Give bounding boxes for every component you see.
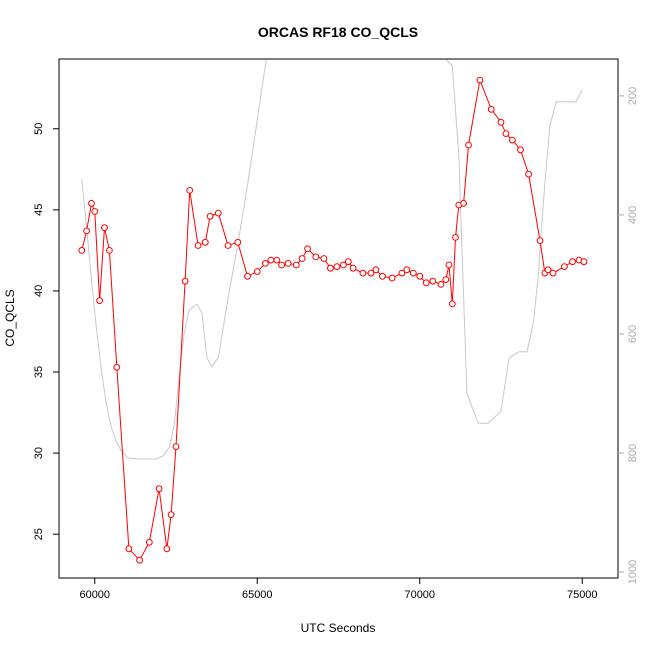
data-point — [561, 263, 568, 271]
data-point — [327, 264, 334, 272]
y-tick-label: 30 — [33, 447, 45, 459]
data-point — [278, 261, 286, 269]
data-point — [155, 485, 163, 493]
data-point — [145, 538, 153, 546]
y-tick-label: 35 — [33, 366, 45, 378]
data-point — [298, 255, 306, 262]
data-point — [214, 209, 222, 217]
data-point — [569, 258, 576, 266]
plot-frame — [58, 58, 619, 579]
data-point — [224, 242, 232, 249]
data-point — [181, 277, 189, 285]
data-point — [359, 269, 367, 277]
data-point — [476, 76, 484, 84]
data-point — [379, 272, 386, 280]
data-point — [340, 261, 347, 269]
data-point — [437, 281, 445, 288]
data-point — [244, 272, 251, 280]
series-line-right-axis — [81, 59, 583, 460]
data-point — [487, 105, 495, 113]
data-point — [136, 556, 144, 564]
x-axis-label: UTC Seconds — [301, 621, 376, 635]
data-point — [304, 245, 312, 253]
data-point — [194, 242, 202, 249]
data-point — [465, 141, 472, 149]
data-point — [125, 545, 133, 553]
data-point — [83, 227, 90, 235]
data-point — [349, 264, 357, 272]
data-point — [292, 261, 300, 269]
data-point — [497, 118, 505, 126]
x-tick-label: 70000 — [404, 589, 435, 601]
data-point — [398, 269, 406, 277]
data-point — [502, 130, 510, 138]
data-point — [206, 212, 214, 220]
data-point — [163, 545, 171, 553]
data-point — [442, 276, 450, 284]
y-tick-label: 45 — [33, 204, 45, 216]
data-point — [234, 238, 242, 246]
data-point — [91, 208, 99, 215]
y2-tick-label: 600 — [627, 325, 639, 343]
data-point — [580, 258, 588, 266]
data-point — [372, 266, 380, 274]
data-point — [460, 199, 468, 207]
data-point — [106, 247, 113, 254]
data-point — [549, 269, 557, 277]
data-point — [445, 261, 453, 269]
data-point — [333, 263, 341, 271]
data-point — [517, 146, 524, 154]
y2-tick-label: 800 — [627, 444, 639, 462]
plot-marks: 60000 65000 70000 75000 25 30 35 40 45 50 200 400 60… — [33, 58, 639, 601]
y-tick-label: 40 — [33, 285, 45, 297]
x-tick-label: 60000 — [79, 589, 110, 601]
data-point — [344, 258, 352, 266]
chart-title: ORCAS RF18 CO_QCLS — [258, 24, 418, 40]
data-point — [88, 199, 95, 207]
data-point — [78, 247, 86, 254]
x-tick-label: 75000 — [567, 589, 598, 601]
data-point — [201, 238, 209, 246]
data-point — [525, 170, 532, 178]
data-point — [536, 237, 544, 245]
data-point — [409, 269, 417, 277]
x-tick-label: 65000 — [242, 589, 273, 601]
data-point — [253, 268, 261, 275]
data-point — [267, 256, 275, 264]
data-point — [262, 260, 269, 267]
data-point — [273, 256, 281, 264]
data-point — [448, 300, 456, 308]
data-point — [403, 266, 411, 274]
data-point — [186, 187, 194, 194]
data-point — [367, 269, 375, 277]
y2-tick-label: 200 — [627, 87, 639, 105]
data-point — [544, 266, 552, 274]
data-point — [320, 255, 328, 262]
data-point — [113, 363, 121, 371]
data-point — [509, 136, 516, 144]
data-point — [422, 279, 430, 287]
y2-tick-label: 400 — [627, 206, 639, 224]
y-tick-label: 50 — [33, 123, 45, 135]
data-point — [284, 260, 292, 267]
y2-tick-label: 1000 — [627, 560, 639, 584]
data-point — [452, 234, 459, 241]
data-point — [312, 253, 320, 261]
data-point — [172, 443, 180, 451]
data-point — [167, 511, 175, 519]
data-point — [429, 277, 437, 285]
y-tick-label: 25 — [33, 528, 45, 540]
data-point — [388, 274, 396, 282]
data-point — [101, 224, 108, 232]
data-point — [416, 272, 424, 280]
data-point — [96, 297, 103, 305]
y-axis-label: CO_QCLS — [3, 289, 17, 346]
